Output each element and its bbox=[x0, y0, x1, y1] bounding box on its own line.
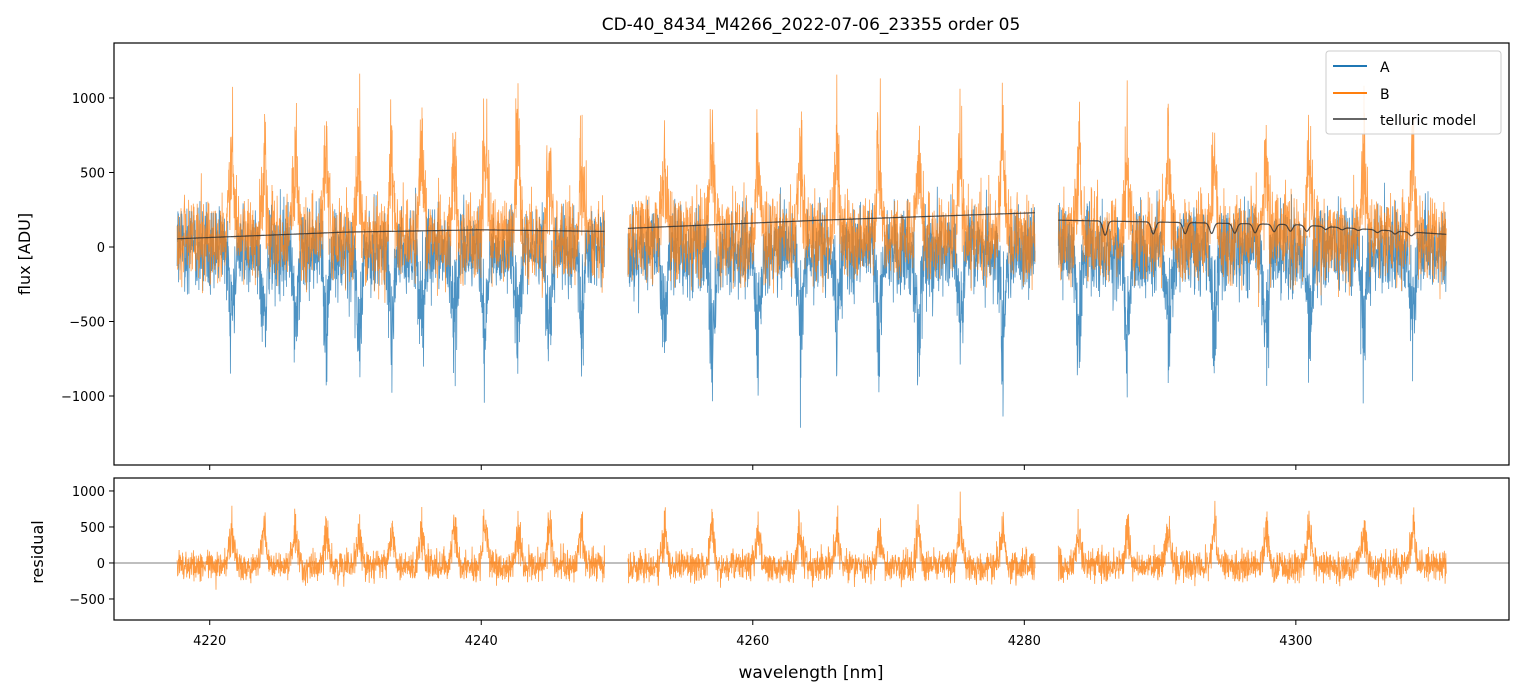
axes-frame bbox=[113, 477, 1510, 621]
y-tick-label: 1000 bbox=[72, 485, 105, 500]
y-axis-label-flux: flux [ADU] bbox=[15, 213, 34, 295]
telluric-model-line-segment-3 bbox=[1058, 219, 1447, 237]
residual-line-segment-3 bbox=[1057, 500, 1447, 588]
legend-label-telluric: telluric model bbox=[1380, 113, 1476, 129]
y-tick-label: −1000 bbox=[61, 390, 105, 405]
y-tick-label: 0 bbox=[97, 557, 105, 572]
plot-area bbox=[176, 73, 1447, 428]
series-b-line-segment-2 bbox=[627, 74, 1036, 294]
y-tick-label: 500 bbox=[80, 166, 105, 181]
y-tick-label: −500 bbox=[69, 316, 105, 331]
legend-box bbox=[1325, 50, 1502, 135]
legend-label-b: B bbox=[1380, 87, 1390, 103]
telluric-model-line-segment-2 bbox=[627, 212, 1035, 229]
y-tick-label: −500 bbox=[69, 593, 105, 608]
residual-line-segment-2 bbox=[627, 491, 1036, 588]
x-tick-label: 4280 bbox=[1008, 634, 1041, 649]
x-tick-label: 4300 bbox=[1279, 634, 1312, 649]
flux-panel: −1000 −500 0 500 1000 bbox=[61, 42, 1510, 470]
plot-area bbox=[114, 491, 1509, 590]
y-tick-label: 1000 bbox=[72, 92, 105, 107]
y-axis-label-residual: residual bbox=[28, 520, 47, 583]
series-b-line-segment-3 bbox=[1057, 80, 1447, 308]
residual-panel: −500 0 500 1000 4220 4240 4260 4280 4300 bbox=[69, 477, 1510, 649]
y-tick-label: 500 bbox=[80, 521, 105, 536]
legend-label-a: A bbox=[1380, 60, 1390, 76]
chart-title: CD-40_8434_M4266_2022-07-06_23355 order … bbox=[602, 15, 1021, 35]
x-tick-label: 4260 bbox=[736, 634, 769, 649]
x-tick-label: 4240 bbox=[465, 634, 498, 649]
legend: A B telluric model bbox=[1325, 50, 1502, 135]
axes-frame bbox=[113, 42, 1510, 466]
series-b-line-segment-1 bbox=[176, 73, 605, 303]
y-tick-label: 0 bbox=[97, 241, 105, 256]
x-tick-label: 4220 bbox=[193, 634, 226, 649]
x-axis-label: wavelength [nm] bbox=[738, 663, 883, 683]
telluric-model-line-segment-1 bbox=[177, 229, 605, 240]
residual-line-segment-1 bbox=[176, 505, 605, 590]
